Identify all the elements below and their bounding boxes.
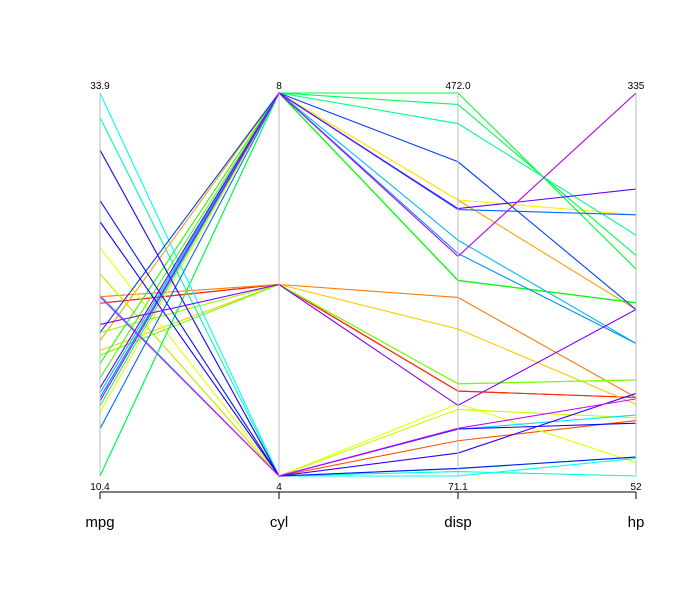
series-line-8 bbox=[99, 247, 637, 477]
series-line-32 bbox=[99, 296, 637, 477]
series-line-29 bbox=[99, 92, 637, 389]
series-line-4 bbox=[99, 283, 637, 398]
axis-min-label-hp: 52 bbox=[630, 482, 642, 493]
axis-name-disp: disp bbox=[444, 514, 472, 531]
series-line-1 bbox=[99, 283, 637, 399]
axis-name-cyl: cyl bbox=[270, 514, 288, 531]
axis-max-label-disp: 472.0 bbox=[445, 81, 470, 92]
axes bbox=[99, 93, 637, 499]
series-line-7 bbox=[99, 92, 637, 413]
series-line-25 bbox=[99, 92, 637, 333]
series-line-30 bbox=[99, 283, 637, 407]
series-line-2 bbox=[99, 283, 637, 399]
axis-max-label-mpg: 33.9 bbox=[90, 81, 110, 92]
axis-max-label-hp: 335 bbox=[628, 81, 645, 92]
labels: 33.9 10.4 mpg 8 4 cyl 472.0 71.1 disp 335 52 hp bbox=[85, 81, 644, 531]
series-line-22 bbox=[99, 92, 637, 394]
axis-min-label-mpg: 10.4 bbox=[90, 482, 110, 493]
series-line-13 bbox=[99, 92, 637, 364]
series-lines bbox=[99, 92, 637, 477]
series-line-19 bbox=[99, 149, 637, 477]
series-line-23 bbox=[99, 92, 637, 399]
axis-max-label-cyl: 8 bbox=[276, 81, 282, 92]
axis-min-label-disp: 71.1 bbox=[448, 482, 468, 493]
axis-name-mpg: mpg bbox=[85, 514, 114, 531]
axis-name-hp: hp bbox=[628, 514, 645, 531]
series-line-28 bbox=[99, 149, 637, 477]
series-line-26 bbox=[99, 200, 637, 477]
series-line-21 bbox=[99, 294, 637, 477]
series-line-6 bbox=[99, 283, 637, 405]
series-line-17 bbox=[99, 92, 637, 407]
axis-min-label-cyl: 4 bbox=[276, 482, 282, 493]
series-line-20 bbox=[99, 92, 637, 477]
series-line-31 bbox=[99, 92, 637, 402]
series-line-11 bbox=[99, 283, 637, 385]
